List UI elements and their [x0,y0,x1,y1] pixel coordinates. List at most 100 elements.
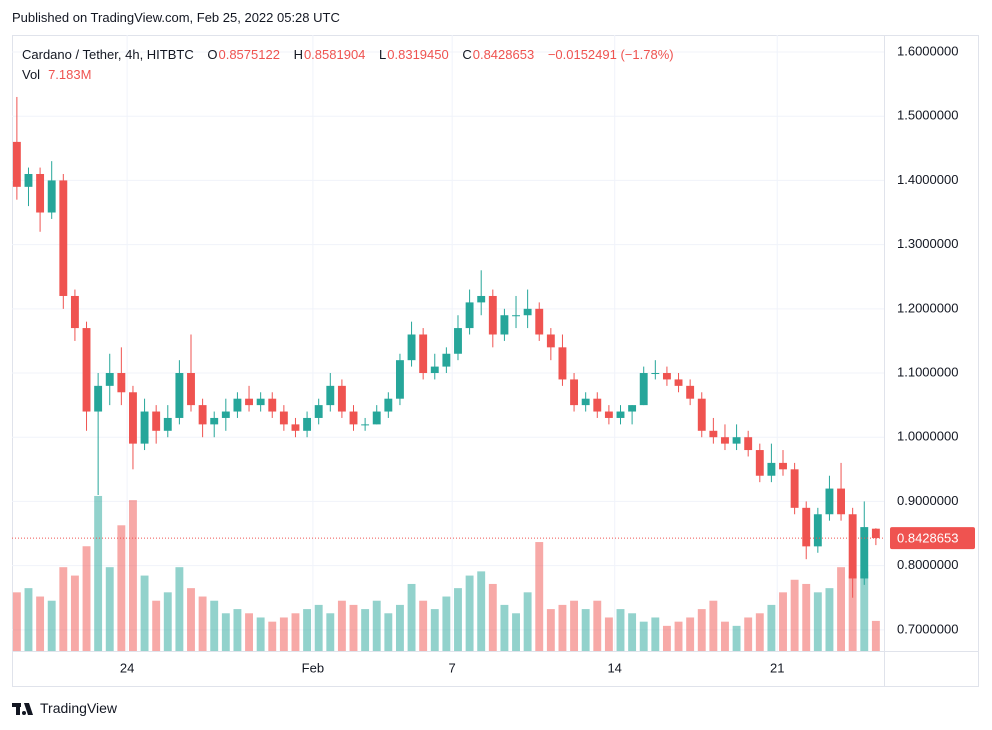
candle-body [744,437,753,451]
open-prefix: O [207,47,218,62]
candle-body [732,437,741,444]
candle-body [442,353,451,367]
last-price-badge [890,527,975,550]
open-value: 0.8575122 [218,47,280,62]
symbol: Cardano / Tether, 4h, HITBTC [22,47,194,62]
candle-body [512,315,520,317]
candle-body [523,308,532,316]
volume-prefix: Vol [22,67,41,82]
y-tick-label: 1.2000000 [897,300,958,315]
volume-bar [593,600,602,651]
x-tick-label: 21 [770,660,784,675]
x-tick-label: 7 [449,660,456,675]
candle-body [570,379,579,406]
chart-frame [12,35,979,687]
candle-body [372,411,381,425]
candle-body [837,488,845,515]
volume-bar [94,495,103,651]
volume-bar [129,500,137,651]
candle-body [326,385,335,406]
volume-bar [558,604,567,651]
candle-body [94,385,103,412]
candle-body [384,398,393,412]
candle-body [558,347,567,380]
volume-bar [105,567,114,651]
volume-bar [639,621,648,651]
candle-body [117,373,126,393]
volume-bar [59,567,68,651]
close-prefix: C [462,47,472,62]
candle-body [430,366,439,374]
candle-body [291,424,300,431]
candle-body [59,180,68,296]
volume-bar [837,567,845,651]
candle-body [639,373,648,406]
volume-bar [546,609,555,651]
candle-body [47,180,56,213]
volume-bar [755,613,764,651]
volume-bar [570,600,579,651]
candle-body [221,411,230,418]
candle-body [256,398,265,406]
candle-body [662,373,671,380]
volume-bar [465,575,474,651]
y-tick-label: 1.3000000 [897,236,958,251]
volume-bar [82,546,91,651]
candle-body [767,462,776,476]
candle-body [546,334,555,348]
volume-bar [303,609,312,651]
volume-bar [372,600,381,651]
volume-bar [326,613,335,651]
candle-body [825,488,834,515]
volume-bar [628,613,637,651]
volume-bar [36,596,45,651]
volume-bar [24,588,33,651]
candle-body [604,411,613,418]
candle-body [477,295,486,303]
volume-bar [419,600,428,651]
volume-bar [744,617,753,651]
candle-body [233,398,242,412]
volume-bar [314,604,323,651]
x-tick-label: Feb [302,660,324,675]
volume-bar [477,571,486,651]
candle-body [245,398,253,406]
y-tick-label: 0.8000000 [897,557,958,572]
candle-body [790,469,799,508]
legend: Cardano / Tether, 4h, HITBTC O0.8575122 … [22,45,684,85]
volume-bar [117,525,126,651]
volume-bar [291,613,300,651]
candle-body [860,527,869,579]
candle-body [686,385,695,399]
low-prefix: L [379,47,387,62]
high-prefix: H [293,47,303,62]
volume-bar [721,621,729,651]
candle-body [581,398,590,406]
candle-body [349,411,358,425]
candle-body [175,373,184,418]
candle-body [871,528,880,539]
candle-body [268,398,277,412]
close-value: 0.8428653 [472,47,535,62]
candle-body [454,328,462,354]
volume-bar [221,613,230,651]
volume-bar [686,617,695,651]
volume-bar [47,600,56,651]
y-tick-label: 1.6000000 [897,43,958,58]
candle-body [314,405,323,418]
candle-body [721,437,729,444]
candle-body [500,315,509,335]
brand-name: TradingView [40,700,118,716]
volume-bar [140,575,149,651]
volume-bar [709,600,718,651]
volume-bar [187,588,195,651]
candle-body [628,405,637,412]
candle-body [465,302,474,329]
volume-bar [674,621,683,651]
candle-body [82,328,91,412]
volume-bar [70,575,79,651]
volume-bar [662,625,671,651]
volume-bar [442,596,451,651]
candle-body [24,173,33,187]
volume-bar [395,604,404,651]
